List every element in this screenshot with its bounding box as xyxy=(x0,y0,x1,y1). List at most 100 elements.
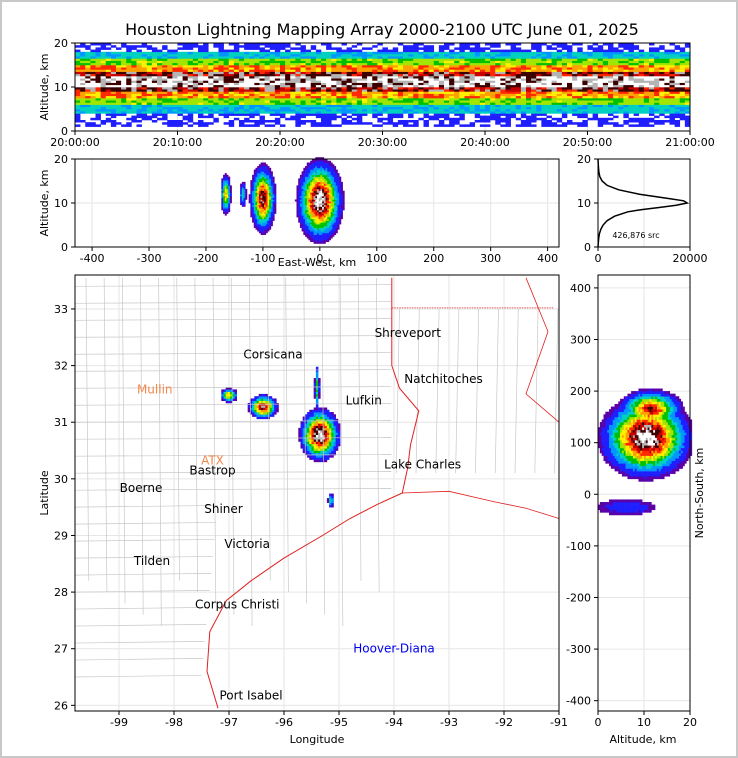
east-west-cell xyxy=(270,206,273,209)
time-height-cell xyxy=(244,78,250,81)
time-height-cell xyxy=(172,100,178,103)
time-height-cell xyxy=(141,54,148,57)
time-height-cell xyxy=(515,76,522,79)
time-height-cell xyxy=(643,109,650,112)
east-west-cell xyxy=(221,181,224,184)
time-height-cell xyxy=(423,58,429,61)
time-height-cell xyxy=(192,87,199,90)
time-height-cell xyxy=(669,100,675,103)
time-height-cell xyxy=(546,120,552,123)
time-height-cell xyxy=(628,98,634,101)
time-height-cell xyxy=(592,58,599,61)
time-height-cell xyxy=(520,89,527,92)
east-west-cell xyxy=(270,173,273,176)
time-height-cell xyxy=(116,47,122,50)
time-height-cell xyxy=(505,49,511,53)
time-height-cell xyxy=(397,104,404,108)
time-height-cell xyxy=(392,84,399,88)
east-west-cell xyxy=(272,188,275,191)
time-height-cell xyxy=(95,89,101,92)
time-height-cell xyxy=(372,73,378,77)
time-height-cell xyxy=(177,87,183,90)
east-west-cell xyxy=(301,176,304,179)
time-height-cell xyxy=(628,56,634,59)
time-height-cell xyxy=(572,82,578,86)
time-height-cell xyxy=(233,106,240,110)
east-west-cell xyxy=(260,229,263,232)
east-west-cell xyxy=(308,208,311,211)
time-height-cell xyxy=(551,100,558,103)
time-height-cell xyxy=(172,56,178,59)
time-height-cell xyxy=(377,95,383,99)
east-west-cell xyxy=(224,194,227,197)
time-height-cell xyxy=(490,104,496,108)
east-west-cell xyxy=(224,213,227,216)
time-height-cell xyxy=(669,43,675,46)
east-west-cell xyxy=(298,199,301,202)
time-height-cell xyxy=(259,62,265,66)
time-height-cell xyxy=(116,104,122,108)
time-height-cell xyxy=(100,69,107,72)
time-height-cell xyxy=(449,78,455,81)
east-west-cell xyxy=(265,199,268,202)
time-height-cell xyxy=(561,100,568,103)
time-height-cell xyxy=(382,62,388,66)
time-height-cell xyxy=(228,56,235,59)
time-height-cell xyxy=(259,80,265,83)
time-height-cell xyxy=(305,78,312,81)
time-height-cell xyxy=(444,76,450,79)
time-height-cell xyxy=(679,60,686,64)
time-height-cell xyxy=(136,104,142,108)
time-height-cell xyxy=(479,56,486,59)
time-height-cell xyxy=(608,89,614,92)
time-height-cell xyxy=(597,120,604,123)
time-height-cell xyxy=(500,89,506,92)
time-height-cell xyxy=(505,56,511,59)
time-height-cell xyxy=(167,98,173,101)
time-height-cell xyxy=(392,60,399,64)
time-height-cell xyxy=(85,89,91,92)
east-west-cell xyxy=(241,185,244,188)
time-height-cell xyxy=(187,76,194,79)
east-west-cell xyxy=(258,180,261,183)
time-height-cell xyxy=(300,111,306,114)
time-height-cell xyxy=(520,80,527,83)
time-height-cell xyxy=(269,82,276,86)
east-west-cell xyxy=(240,187,243,190)
time-height-cell xyxy=(121,54,127,57)
east-west-cell xyxy=(241,181,244,184)
time-height-cell xyxy=(418,82,424,86)
time-height-cell xyxy=(531,65,537,68)
time-height-cell xyxy=(269,54,276,57)
time-height-cell xyxy=(633,51,640,55)
time-height-cell xyxy=(321,100,327,103)
time-height-cell xyxy=(474,51,481,55)
time-height-cell xyxy=(464,58,470,61)
time-height-cell xyxy=(613,58,619,61)
time-height-cell xyxy=(679,115,686,119)
time-height-cell xyxy=(674,80,681,83)
east-west-cell xyxy=(305,217,308,220)
time-height-cell xyxy=(531,84,537,88)
east-west-cell xyxy=(258,204,261,207)
east-west-cell xyxy=(308,234,311,237)
time-height-cell xyxy=(346,80,353,83)
time-height-cell xyxy=(95,71,101,75)
time-height-cell xyxy=(633,98,640,101)
time-height-cell xyxy=(623,82,629,86)
time-height-cell xyxy=(110,115,117,119)
time-height-cell xyxy=(116,87,122,90)
time-height-cell xyxy=(628,95,634,99)
time-height-cell xyxy=(638,91,645,94)
time-height-cell xyxy=(280,45,286,48)
east-west-cell xyxy=(255,190,258,193)
time-height-cell xyxy=(346,49,353,53)
time-height-cell xyxy=(182,104,189,108)
time-height-cell xyxy=(587,89,593,92)
time-height-cell xyxy=(464,100,470,103)
time-height-cell xyxy=(536,89,542,92)
time-height-cell xyxy=(105,43,112,46)
time-height-cell xyxy=(546,51,552,55)
time-height-cell xyxy=(372,69,378,72)
time-height-cell xyxy=(239,71,245,75)
